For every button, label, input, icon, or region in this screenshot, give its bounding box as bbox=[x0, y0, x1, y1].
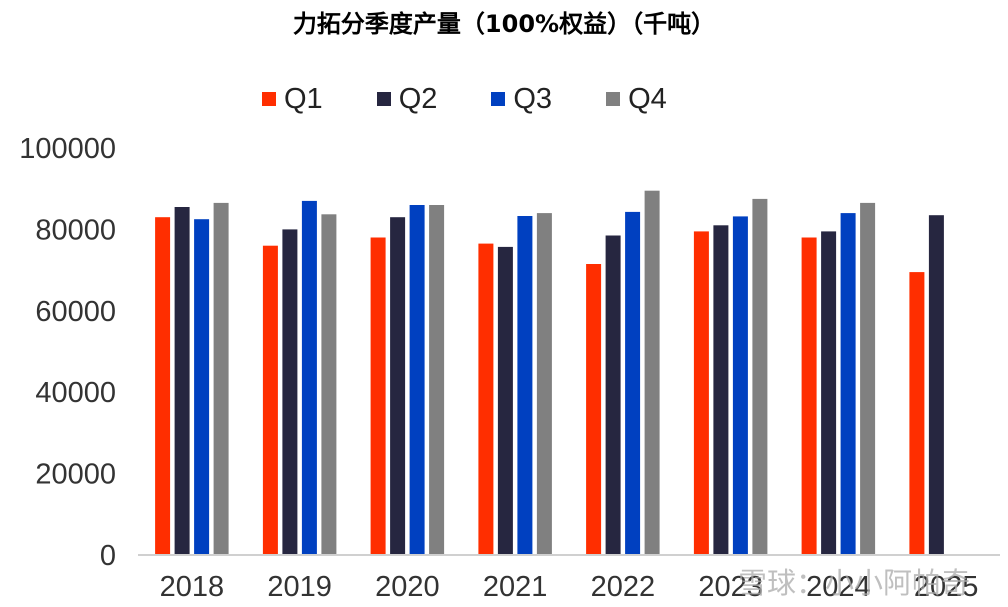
bar-2024-q3 bbox=[840, 213, 856, 555]
legend-swatch bbox=[262, 92, 276, 106]
y-tick-label: 20000 bbox=[35, 459, 116, 491]
y-tick-label: 40000 bbox=[35, 377, 116, 409]
x-tick-label: 2023 bbox=[698, 571, 763, 603]
legend-label: Q2 bbox=[398, 82, 438, 115]
legend-label: Q4 bbox=[628, 82, 667, 115]
bar-2022-q1 bbox=[586, 264, 602, 555]
bar-2021-q4 bbox=[536, 213, 552, 555]
y-tick-label: 80000 bbox=[35, 214, 116, 246]
bar-2020-q4 bbox=[429, 205, 445, 555]
bar-2019-q3 bbox=[301, 200, 317, 555]
x-tick-label: 2024 bbox=[806, 571, 871, 603]
legend-swatch bbox=[606, 92, 621, 106]
bar-2022-q3 bbox=[625, 211, 641, 555]
x-tick-label: 2020 bbox=[375, 571, 440, 603]
bar-2020-q3 bbox=[409, 205, 425, 555]
legend-swatch bbox=[491, 92, 506, 106]
bar-2019-q1 bbox=[262, 245, 278, 555]
bar-2025-q1 bbox=[909, 272, 925, 555]
x-axis-ticks: 2018 2019 2020 2021 2022 2023 2024 2025 bbox=[160, 571, 979, 603]
x-tick-label: 2022 bbox=[591, 571, 656, 603]
bar-2018-q1 bbox=[155, 217, 171, 555]
bar-2022-q4 bbox=[644, 190, 660, 555]
x-tick-label: 2025 bbox=[914, 571, 979, 603]
legend-item-q3: Q3 bbox=[491, 83, 552, 116]
legend-label: Q1 bbox=[284, 82, 323, 115]
chart-legend: Q1 Q2 Q3 Q4 bbox=[262, 83, 721, 115]
bar-2021-q3 bbox=[517, 216, 533, 555]
chart-title: 力拓分季度产量（100%权益）（千吨） bbox=[292, 10, 716, 38]
bar-2023-q4 bbox=[752, 198, 768, 555]
bar-2021-q1 bbox=[478, 243, 494, 555]
legend-item-q1: Q1 bbox=[262, 83, 323, 116]
bar-2018-q4 bbox=[213, 202, 229, 555]
bar-2023-q1 bbox=[693, 231, 709, 555]
bar-2020-q1 bbox=[370, 237, 386, 555]
bar-2019-q2 bbox=[282, 229, 298, 555]
bar-2018-q3 bbox=[194, 219, 210, 555]
x-tick-label: 2019 bbox=[267, 571, 332, 603]
bar-2024-q1 bbox=[801, 237, 817, 555]
y-tick-label: 60000 bbox=[35, 296, 116, 328]
bar-2022-q2 bbox=[605, 235, 621, 555]
bar-2023-q2 bbox=[713, 225, 729, 556]
y-axis-ticks: 0 20000 40000 60000 80000 100000 bbox=[19, 133, 116, 572]
bar-2020-q2 bbox=[390, 217, 406, 555]
watermark: 雪球：小小阿帕奇 bbox=[738, 566, 971, 600]
x-tick-label: 2021 bbox=[483, 571, 548, 603]
bars bbox=[155, 190, 944, 556]
bar-2025-q2 bbox=[928, 215, 944, 555]
y-tick-label: 100000 bbox=[19, 133, 116, 165]
bar-2024-q2 bbox=[821, 231, 837, 555]
bar-2024-q4 bbox=[860, 202, 876, 555]
x-tick-label: 2018 bbox=[160, 571, 225, 603]
bar-2018-q2 bbox=[174, 207, 190, 555]
legend-label: Q3 bbox=[513, 82, 553, 115]
legend-item-q4: Q4 bbox=[606, 83, 667, 116]
legend-item-q2: Q2 bbox=[376, 82, 438, 116]
bar-2019-q4 bbox=[321, 214, 337, 556]
legend-swatch bbox=[376, 92, 391, 106]
bar-2021-q2 bbox=[497, 246, 513, 555]
y-tick-label: 0 bbox=[100, 540, 116, 572]
bar-2023-q3 bbox=[732, 216, 748, 555]
